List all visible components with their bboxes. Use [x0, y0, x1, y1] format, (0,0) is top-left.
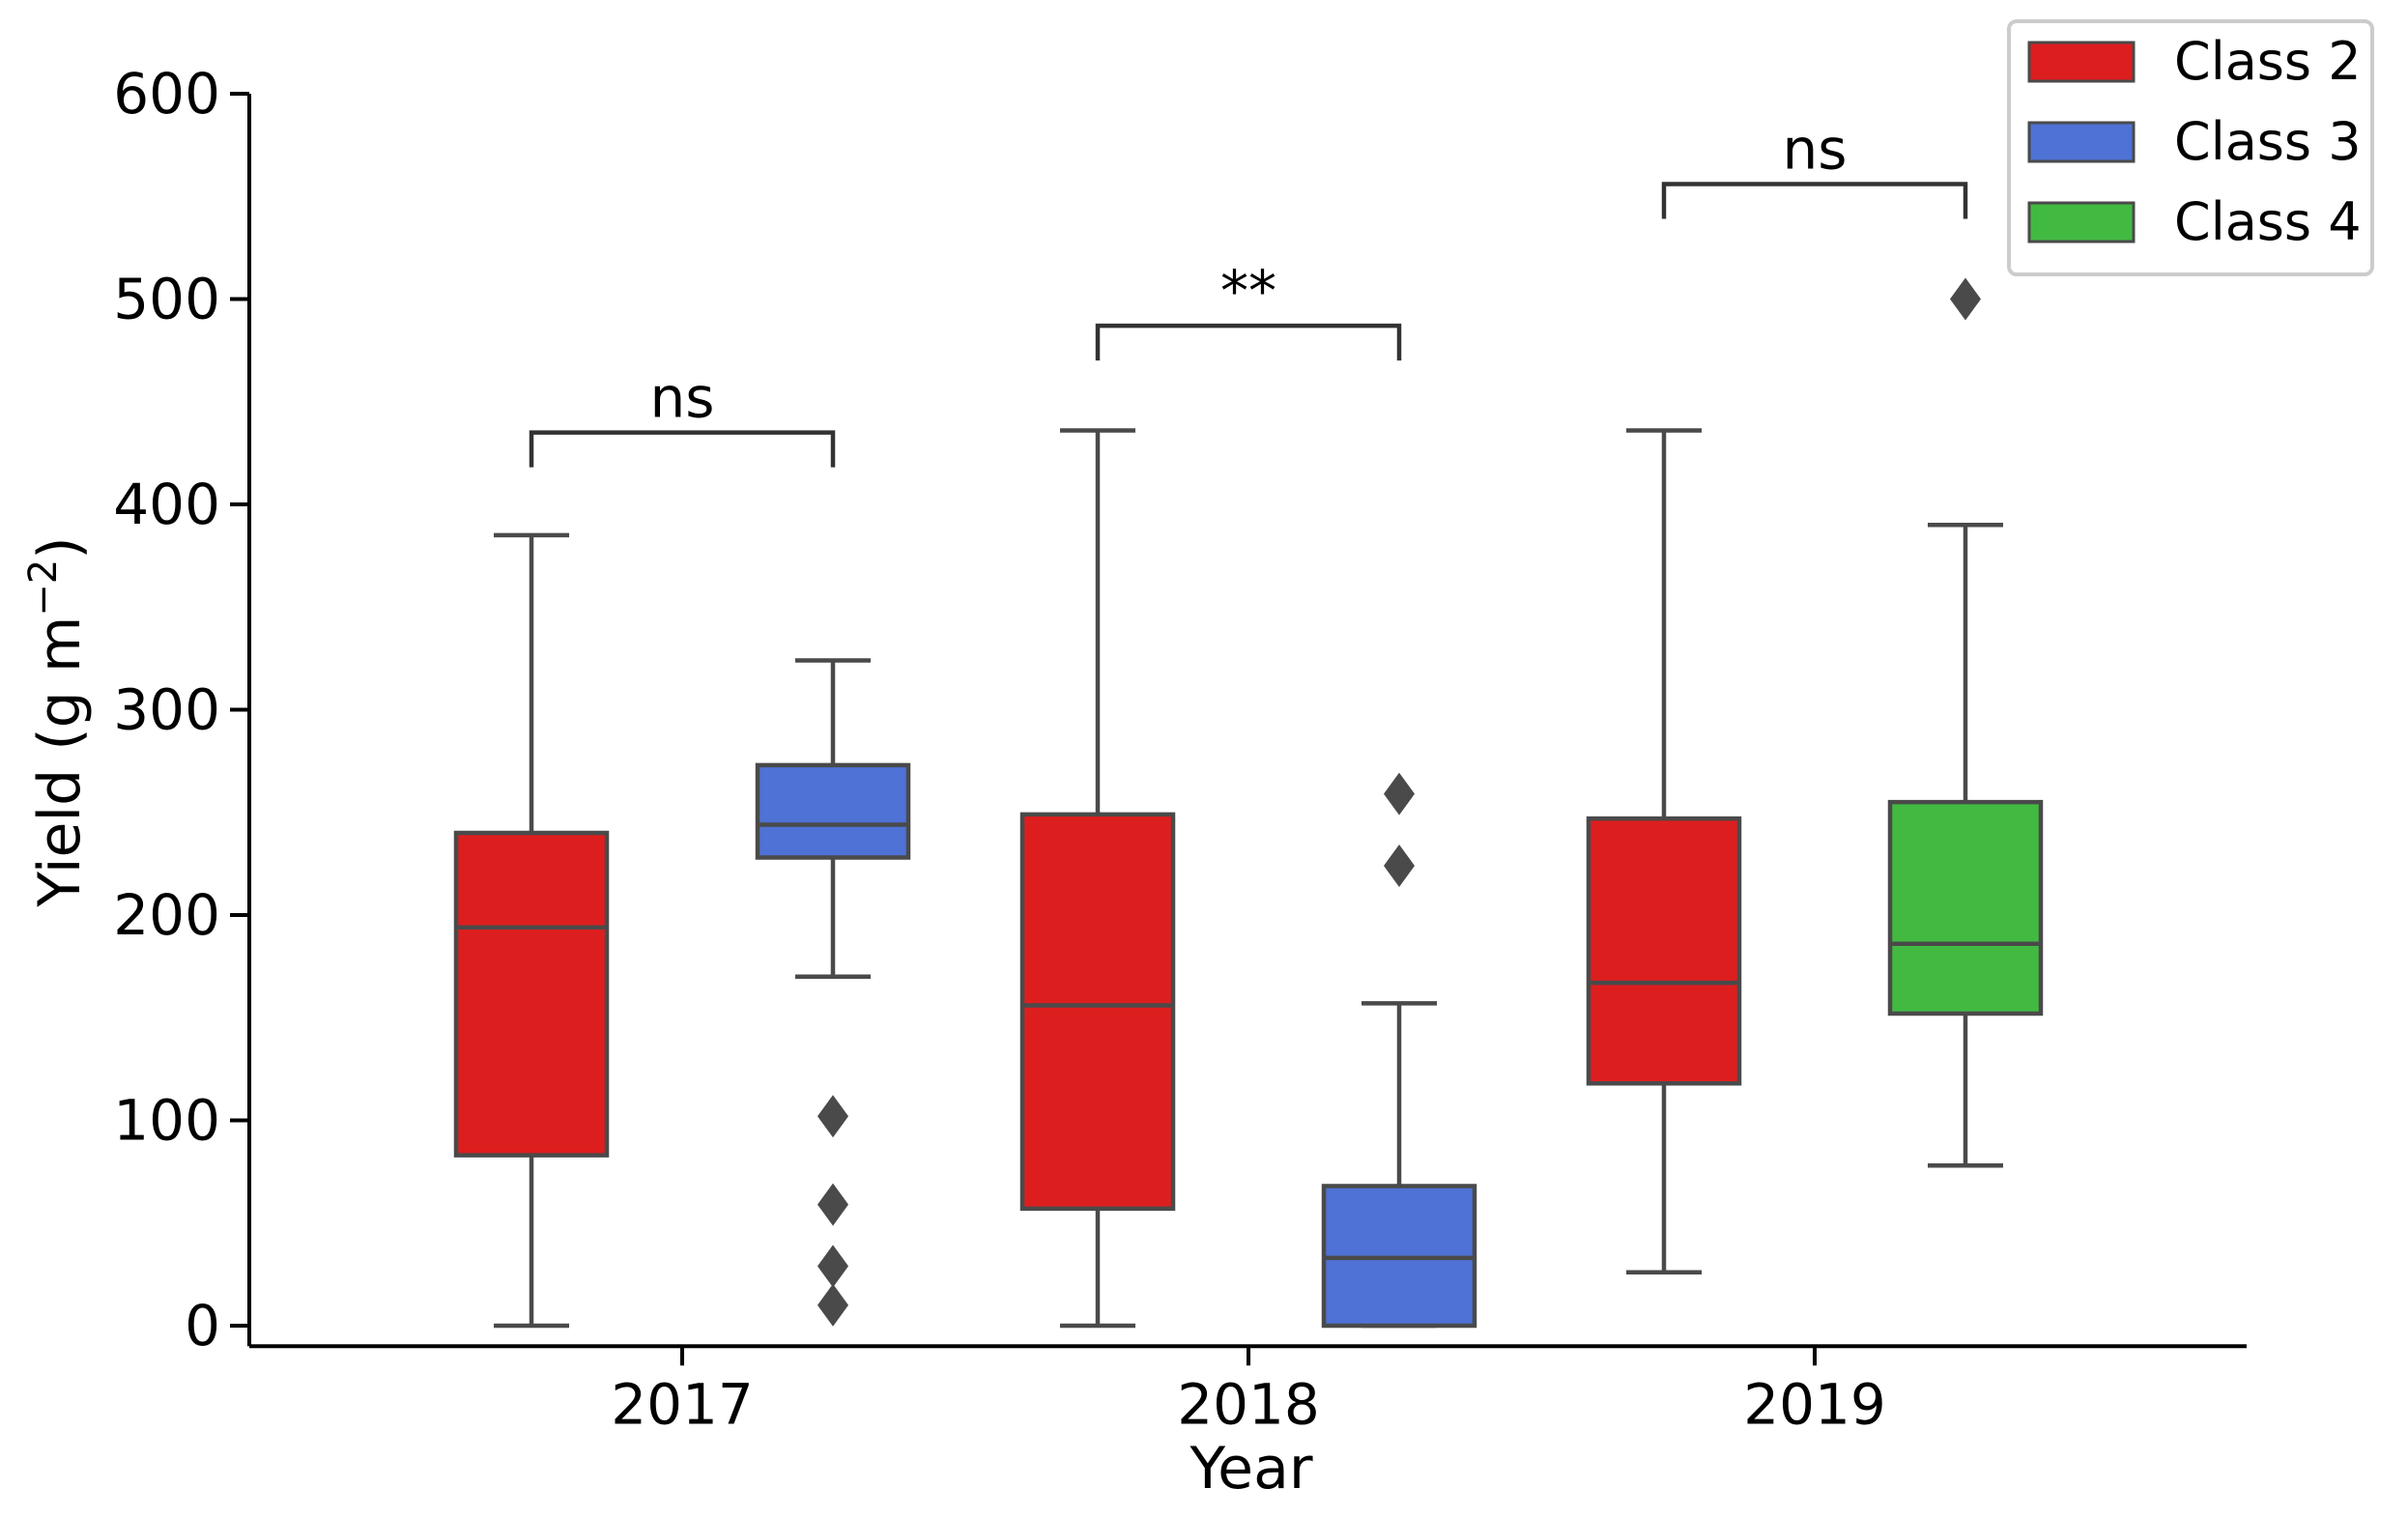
box-2017-class-3 — [755, 658, 911, 1327]
box-2019-class-2 — [1586, 428, 1742, 1274]
significance-label: ** — [1220, 258, 1276, 324]
box-iqr — [1887, 799, 2044, 1016]
boxes-layer — [453, 277, 2044, 1329]
legend-label: Class 3 — [2174, 111, 2362, 172]
bracket-line — [1661, 182, 1968, 219]
y-axis-title: Yield (g m−2) — [21, 536, 94, 907]
box-2017-class-2 — [453, 532, 610, 1329]
y-axis-ticks: 0 100 200 300 400 500 600 — [113, 61, 249, 1359]
significance-annotations: ns ** ns — [529, 117, 1968, 468]
y-axis-title-main: Yield (g m — [26, 616, 94, 908]
box-2019-class-4 — [1887, 277, 2044, 1168]
significance-bracket-2017: ns — [529, 365, 836, 468]
x-axis-ticks: 2017 2018 2019 — [611, 1346, 1886, 1437]
outlier-point — [1384, 844, 1415, 887]
y-axis-title-close: ) — [26, 536, 94, 558]
box-iqr — [755, 762, 911, 860]
box-2018-class-3 — [1321, 772, 1477, 1329]
legend-swatch — [2027, 201, 2136, 243]
box-iqr — [1586, 816, 1742, 1086]
legend-label: Class 4 — [2174, 191, 2362, 252]
bracket-line — [529, 430, 836, 468]
legend-label: Class 2 — [2174, 31, 2362, 92]
box-2018-class-2 — [1019, 428, 1176, 1329]
y-tick-label: 0 — [185, 1293, 220, 1359]
legend-swatch — [2027, 41, 2136, 83]
x-tick-label: 2018 — [1177, 1371, 1320, 1437]
bracket-line — [1095, 323, 1402, 361]
legend: Class 2 Class 3 Class 4 — [2007, 19, 2374, 276]
x-tick-label: 2019 — [1743, 1371, 1886, 1437]
x-tick-label: 2017 — [611, 1371, 754, 1437]
y-tick-label: 200 — [113, 882, 220, 948]
y-tick-label: 500 — [113, 267, 220, 332]
x-axis-title: Year — [1189, 1435, 1312, 1503]
outlier-point — [817, 1183, 848, 1226]
legend-swatch — [2027, 121, 2136, 163]
y-tick-label: 300 — [113, 677, 220, 743]
box-iqr — [453, 830, 610, 1158]
significance-bracket-2019: ns — [1661, 117, 1968, 219]
y-tick-label: 600 — [113, 61, 220, 127]
box-iqr — [1019, 812, 1176, 1212]
outlier-point — [817, 1283, 848, 1327]
outlier-point — [1950, 277, 1981, 321]
outlier-point — [817, 1245, 848, 1288]
y-axis-title-exponent: −2 — [21, 559, 66, 616]
y-tick-label: 400 — [113, 472, 220, 537]
y-tick-label: 100 — [113, 1088, 220, 1154]
significance-label: ns — [650, 365, 715, 431]
significance-label: ns — [1783, 117, 1848, 183]
significance-bracket-2018: ** — [1095, 258, 1402, 361]
outlier-point — [817, 1095, 848, 1138]
outlier-point — [1384, 772, 1415, 816]
